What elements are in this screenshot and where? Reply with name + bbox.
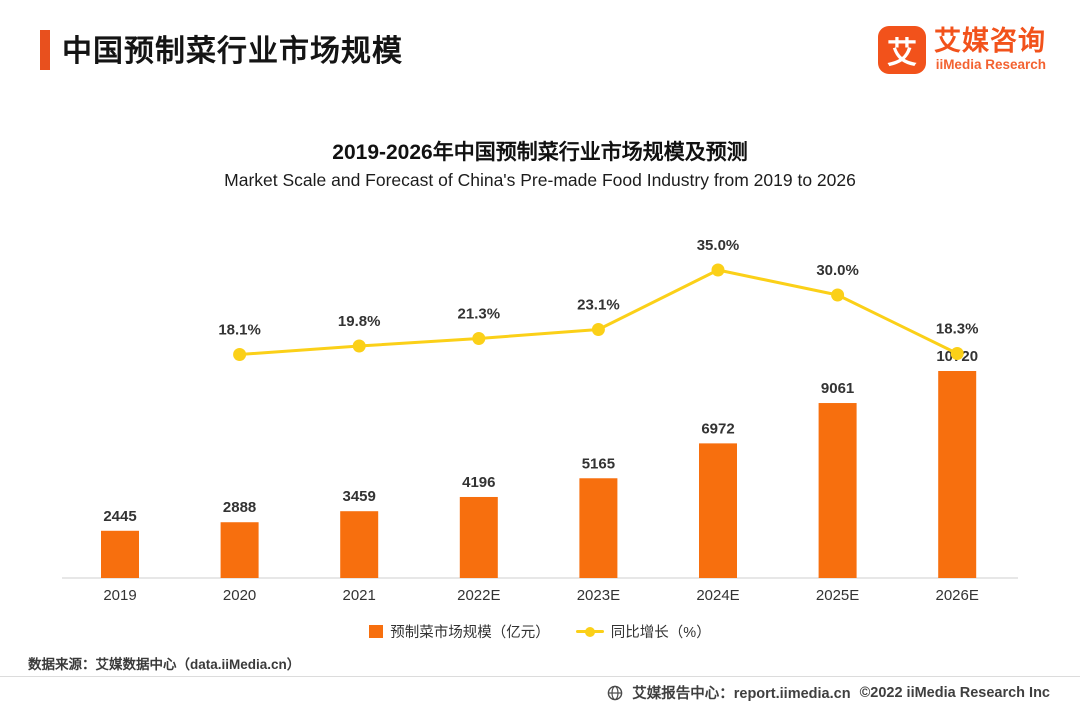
growth-point xyxy=(472,332,486,345)
title-accent-bar xyxy=(40,30,50,70)
growth-value-label: 23.1% xyxy=(577,297,620,314)
growth-point xyxy=(950,347,964,360)
legend-item-line: 同比增长（%） xyxy=(575,621,711,642)
bar xyxy=(101,530,139,578)
line-legend-label: 同比增长（%） xyxy=(610,625,711,641)
growth-point xyxy=(233,348,247,361)
growth-value-label: 19.8% xyxy=(338,313,381,330)
x-axis-label: 2022E xyxy=(457,587,500,604)
growth-point xyxy=(352,339,366,353)
chart-legend: 预制菜市场规模（亿元） 同比增长（%） xyxy=(0,621,1080,642)
bar-legend-swatch xyxy=(369,625,384,638)
bar xyxy=(579,478,618,578)
footer-site: 艾媒报告中心：report.iimedia.cn xyxy=(632,686,851,702)
brand-logo: 艾 艾媒咨询 iiMedia Research xyxy=(878,26,1046,74)
growth-value-label: 35.0% xyxy=(697,237,740,254)
bar-value-label: 6972 xyxy=(701,420,734,437)
bar xyxy=(818,403,857,578)
brand-name-en: iiMedia Research xyxy=(935,57,1046,73)
bar-value-label: 5165 xyxy=(582,455,615,472)
chart-title-cn: 2019-2026年中国预制菜行业市场规模及预测 xyxy=(332,141,748,164)
x-axis-label: 2025E xyxy=(816,587,859,604)
chart-title-en: Market Scale and Forecast of China's Pre… xyxy=(224,170,856,190)
x-axis-label: 2023E xyxy=(577,587,620,604)
data-source-note: 数据来源：艾媒数据中心（data.iiMedia.cn） xyxy=(28,657,301,672)
growth-value-label: 18.3% xyxy=(936,321,979,338)
brand-text: 艾媒咨询 iiMedia Research xyxy=(934,26,1046,72)
growth-value-label: 30.0% xyxy=(816,262,859,279)
page-title: 中国预制菜行业市场规模 xyxy=(62,35,403,68)
bar-value-label: 4196 xyxy=(462,474,495,491)
iimedia-logo-icon: 艾 xyxy=(878,26,926,74)
bar-value-label: 2445 xyxy=(103,508,136,525)
growth-point xyxy=(591,323,605,336)
growth-value-label: 21.3% xyxy=(458,306,501,323)
line-legend-swatch xyxy=(575,626,604,637)
bar-legend-label: 预制菜市场规模（亿元） xyxy=(390,625,550,641)
bar xyxy=(938,371,977,578)
line-legend-dot xyxy=(584,626,595,637)
footer-divider xyxy=(0,676,1080,677)
market-scale-chart: 2445 2019 2888 2020 3459 2021 4196 2022E 5165 202… xyxy=(62,237,1018,604)
legend-item-bar: 预制菜市场规模（亿元） xyxy=(369,621,550,642)
bar-value-label: 2888 xyxy=(223,499,256,516)
growth-point xyxy=(831,288,845,302)
footer-copyright: ©2022 iiMedia Research Inc xyxy=(859,684,1050,701)
growth-value-label: 18.1% xyxy=(218,322,261,339)
brand-name-cn: 艾媒咨询 xyxy=(934,26,1046,56)
bar xyxy=(220,522,259,578)
growth-point xyxy=(711,263,725,277)
bar xyxy=(699,443,737,578)
bar xyxy=(340,511,379,578)
logo-glyph: 艾 xyxy=(887,37,917,70)
footer: 艾媒报告中心：report.iimedia.cn ©2022 iiMedia R… xyxy=(607,682,1050,703)
x-axis-label: 2020 xyxy=(223,587,256,604)
bar-value-label: 3459 xyxy=(343,488,376,505)
x-axis-label: 2026E xyxy=(936,587,979,604)
globe-icon xyxy=(607,685,623,701)
bar xyxy=(459,496,498,578)
x-axis-label: 2021 xyxy=(343,587,376,604)
x-axis-label: 2019 xyxy=(103,587,136,604)
x-axis-label: 2024E xyxy=(696,587,739,604)
bar-value-label: 9061 xyxy=(821,380,854,397)
